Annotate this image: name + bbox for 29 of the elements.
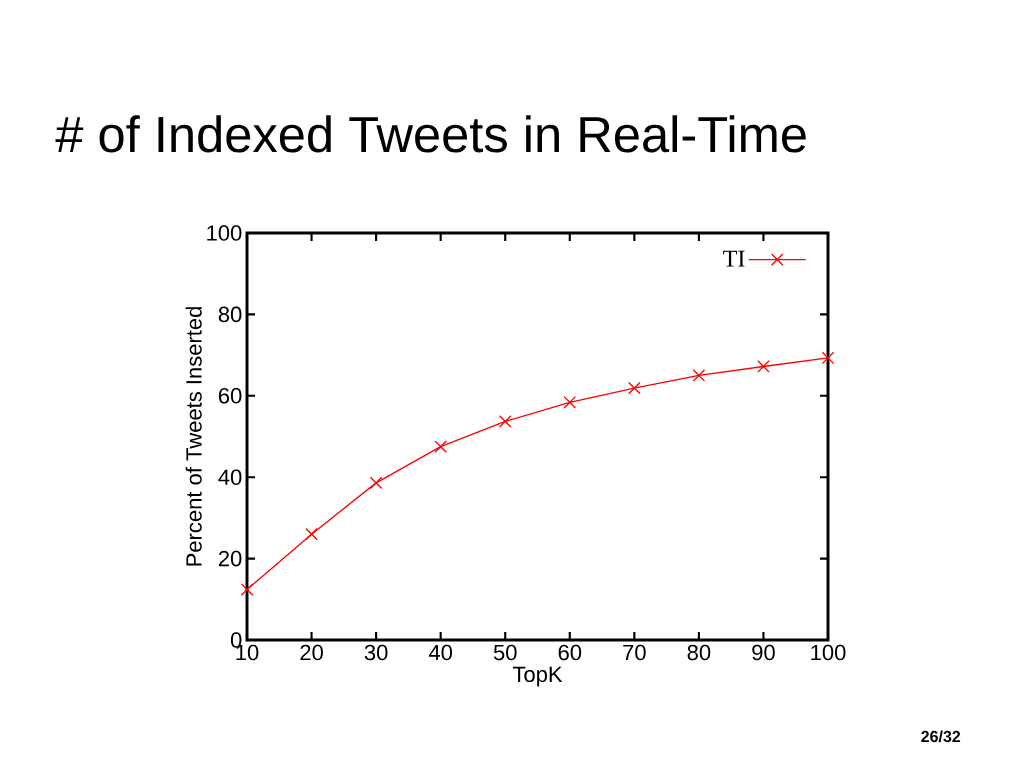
point (240, 583, 254, 596)
y-tick-label: 20 (218, 550, 242, 567)
point (369, 476, 383, 490)
x-tick-label: 50 (493, 644, 517, 661)
x-tick-label: 20 (300, 644, 323, 661)
point (563, 395, 577, 409)
x-tick-label: 60 (558, 644, 582, 661)
point (305, 527, 318, 541)
x-tick-label: 90 (752, 644, 775, 661)
point (434, 440, 447, 453)
point (628, 381, 641, 395)
point (757, 360, 770, 373)
chart-title: # of Indexed Tweets in Real-Time (55, 115, 806, 153)
x-tick-label: 30 (364, 644, 388, 661)
y-tick-label: 80 (218, 306, 242, 323)
y-tick-label: 40 (218, 469, 242, 485)
x-tick-label: 40 (428, 644, 453, 661)
y-tick-label: 100 (207, 225, 242, 241)
x-tick-label: 70 (623, 644, 646, 661)
point (498, 415, 512, 428)
point (692, 369, 706, 382)
text: 26/32 (921, 730, 961, 743)
x-axis-title: TopK (512, 666, 563, 687)
y-axis-title: Percent of Tweets Inserted (185, 307, 202, 566)
y-tick-label: 60 (218, 388, 242, 404)
legend-label: TI (723, 250, 745, 267)
x-tick-label: 100 (811, 644, 846, 661)
x-tick-label: 80 (687, 644, 711, 661)
point (821, 351, 835, 365)
